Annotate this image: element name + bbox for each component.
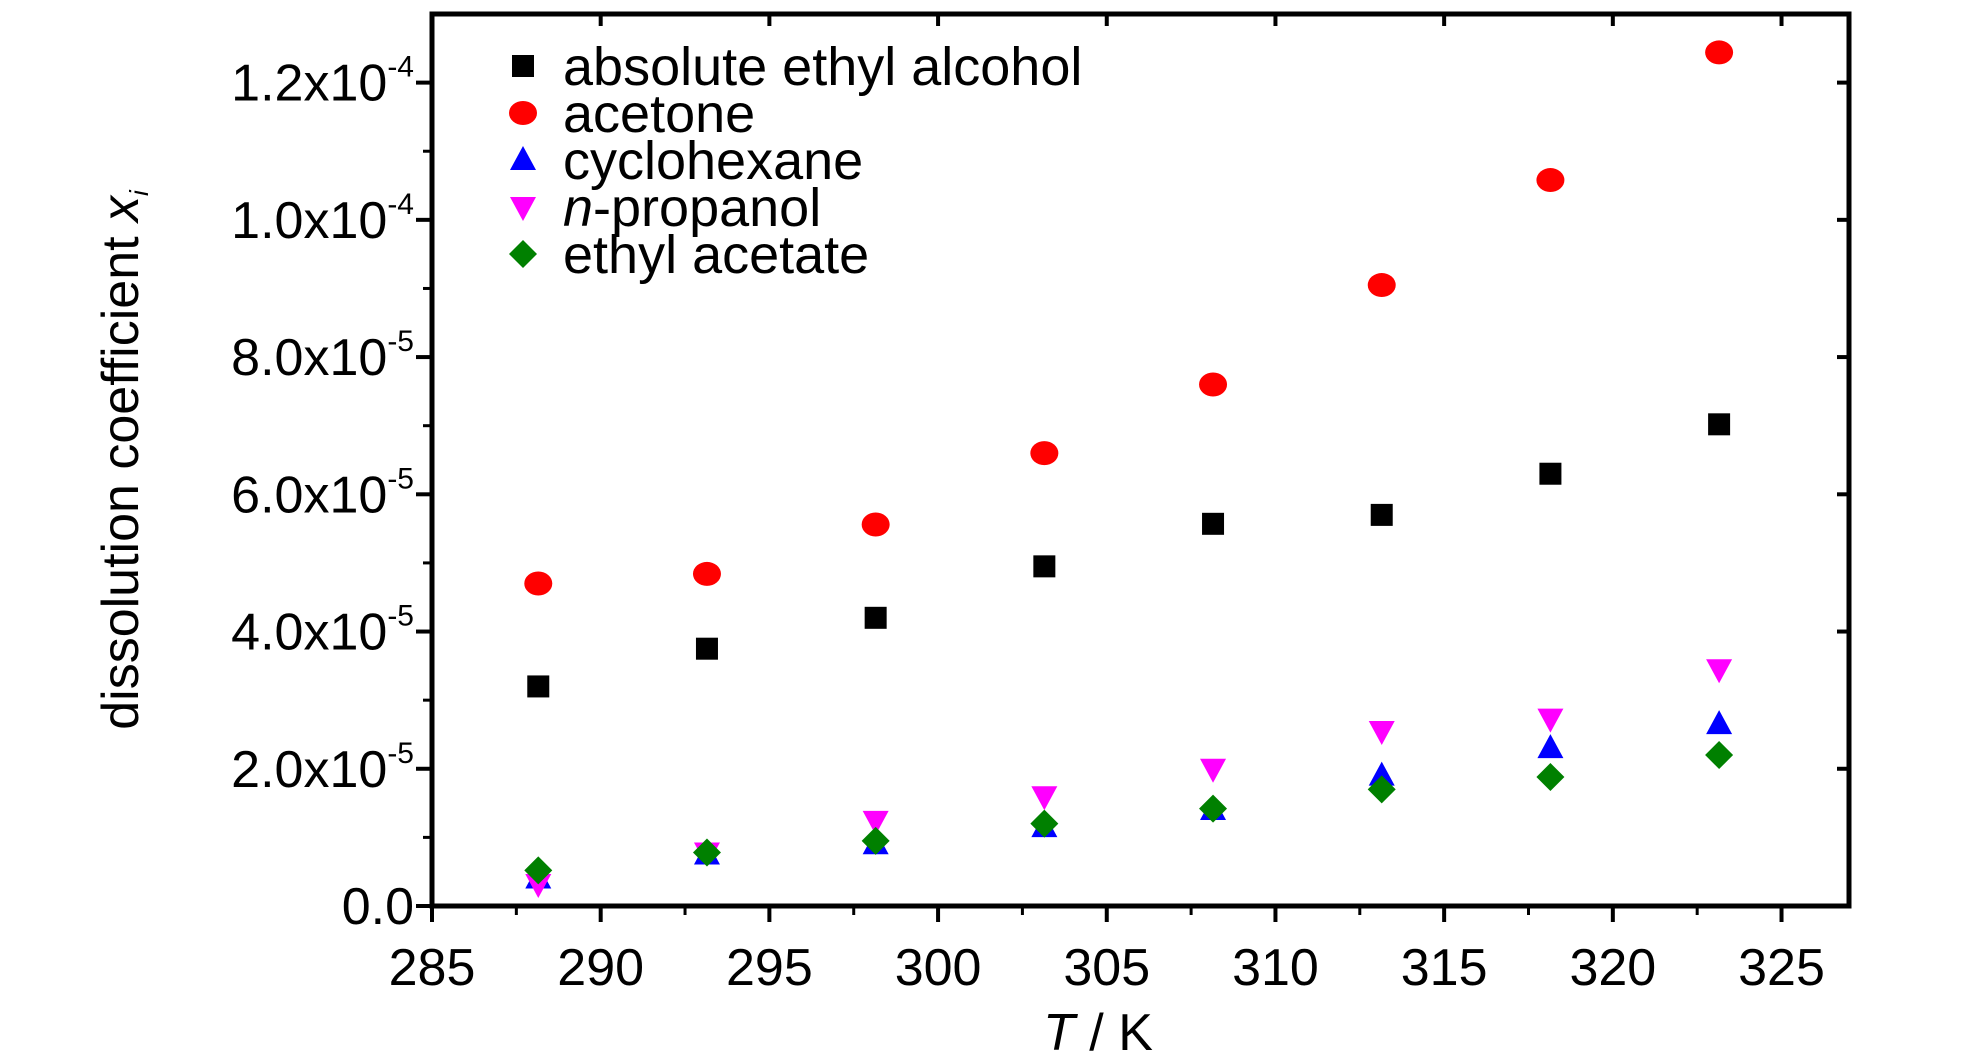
legend-label: ethyl acetate [563,225,869,285]
data-point [1539,462,1562,485]
data-point [1706,710,1733,735]
x-tick-label: 305 [1063,939,1150,997]
x-axis-title: T / K [1043,1004,1153,1062]
plot-border [429,11,1852,909]
x-tick-label: 325 [1738,939,1825,997]
y-tick-label: 4.0x10-5 [231,600,414,662]
y-axis-title-subscript: i [124,189,154,196]
data-point [692,561,721,586]
data-point [1033,555,1056,578]
data-point [862,810,889,835]
data-point [692,838,721,867]
data-point [695,637,718,660]
data-points [524,40,1734,899]
y-tick-label: 0.0 [342,878,414,936]
legend-marker [510,197,536,221]
legend-marker [509,101,537,125]
legend-marker [509,240,537,268]
data-point [1705,741,1734,770]
data-point [1370,503,1393,526]
data-point [1202,512,1225,535]
data-point [524,571,553,596]
x-axis: 285 290 295 300 305 310 315 320 325 [389,14,1825,997]
legend-label: n-propanol [563,178,821,238]
data-point [1199,794,1228,823]
data-point [1708,413,1731,436]
x-tick-label: 320 [1569,939,1656,997]
x-tick-label: 285 [389,939,476,997]
data-point [1200,758,1227,783]
legend-marker [510,146,536,170]
y-axis-title-text: dissolution coefficient [92,222,150,730]
x-tick-label: 315 [1401,939,1488,997]
data-point [1537,708,1564,733]
y-tick-label: 6.0x10-5 [231,462,414,524]
y-tick-label: 1.2x10-4 [231,51,414,113]
x-axis-title-variable: T [1043,1004,1078,1062]
y-tick-label: 2.0x10-5 [231,737,414,799]
data-point [1367,273,1396,298]
data-point [1537,734,1564,759]
data-point [1705,40,1734,65]
x-tick-label: 295 [726,939,813,997]
y-axis: 0.0 2.0x10-5 4.0x10-5 6.0x10-5 8.0x10-5 1.0x1… [231,51,1849,936]
data-point [1368,721,1395,746]
data-point [1031,786,1058,811]
data-point [1706,659,1733,684]
legend-marker [512,55,534,77]
data-point [1367,775,1396,804]
y-axis-title: dissolution coefficient xi [92,189,154,730]
x-tick-label: 290 [557,939,644,997]
data-point [525,874,552,899]
data-point [861,512,890,537]
y-axis-title-variable: x [92,194,150,225]
data-point [1199,372,1228,397]
data-point [1030,441,1059,466]
data-point [864,606,887,629]
y-tick-label: 1.0x10-4 [231,188,414,250]
data-point [527,675,550,698]
x-tick-label: 310 [1232,939,1319,997]
data-point [861,826,890,855]
data-point [1030,809,1059,838]
x-tick-label: 300 [895,939,982,997]
x-axis-title-unit: / K [1075,1004,1153,1062]
data-point [1536,763,1565,792]
plot-frame [429,11,1852,909]
legend-label: absolute ethyl alcohol [563,37,1082,97]
data-point [524,856,553,885]
legend-label: cyclohexane [563,131,863,191]
legend: absolute ethyl alcoholacetonecyclohexane… [509,37,1082,285]
data-point [1368,761,1395,786]
data-point [1536,168,1565,193]
y-tick-label: 8.0x10-5 [231,325,414,387]
legend-label: acetone [563,84,755,144]
